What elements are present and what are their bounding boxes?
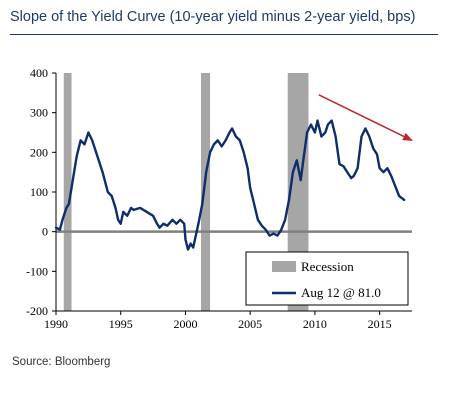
y-tick-label: -200 <box>26 304 48 318</box>
recession-band <box>63 73 72 311</box>
chart-title: Slope of the Yield Curve (10-year yield … <box>10 9 416 25</box>
y-tick-label: 300 <box>30 106 48 120</box>
x-tick-label: 1995 <box>109 317 133 331</box>
legend-recession-label: Recession <box>301 259 354 274</box>
series-line <box>54 119 406 251</box>
title-divider <box>10 34 438 35</box>
x-tick-label: 2000 <box>173 317 197 331</box>
y-tick-label: -100 <box>26 264 48 278</box>
recession-band <box>200 73 211 311</box>
trend-arrow <box>318 94 413 142</box>
legend: Recession Aug 12 @ 81.0 <box>245 251 409 306</box>
x-tick-label: 2005 <box>238 317 262 331</box>
x-axis-ticks: 1990 1995 2000 2005 2010 2015 <box>44 311 392 331</box>
legend-box <box>245 251 409 306</box>
x-tick-label: 2015 <box>368 317 392 331</box>
y-axis-ticks: 400 300 200 100 0 -100 -200 <box>26 66 56 318</box>
y-tick-label: 100 <box>30 185 48 199</box>
legend-series-label: Aug 12 @ 81.0 <box>301 285 381 300</box>
x-tick-label: 2010 <box>303 317 327 331</box>
y-tick-label: 400 <box>30 66 48 80</box>
legend-recession-swatch <box>272 261 296 272</box>
x-tick-label: 1990 <box>44 317 68 331</box>
source-note: Source: Bloomberg <box>12 356 111 368</box>
y-tick-label: 200 <box>30 145 48 159</box>
y-tick-label: 0 <box>42 225 48 239</box>
